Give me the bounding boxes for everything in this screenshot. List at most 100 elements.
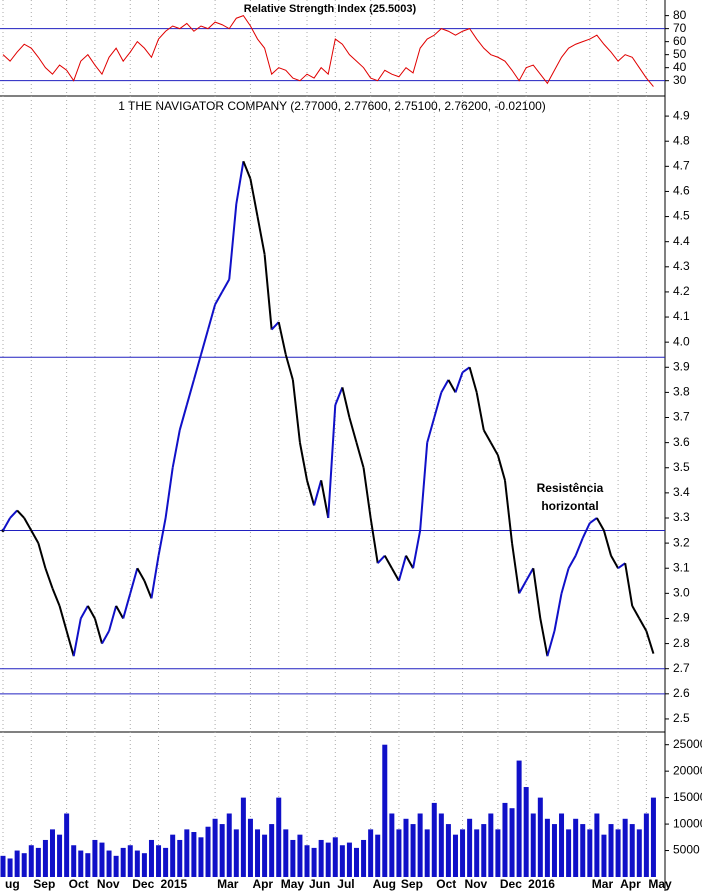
volume-bar (290, 839, 296, 877)
volume-bar (276, 797, 282, 877)
volume-bar (49, 829, 55, 877)
volume-bar (622, 818, 628, 877)
y-tick-label: 3.6 (673, 435, 690, 449)
y-tick-label: 2.7 (673, 661, 690, 675)
price-segment (164, 467, 174, 519)
volume-bar (318, 839, 324, 877)
volume-bar (247, 818, 253, 877)
price-segment (581, 522, 591, 539)
volume-bar (650, 797, 656, 877)
y-tick-label: 3.8 (673, 385, 690, 399)
x-tick-label: Mar (217, 877, 239, 891)
x-tick-label: Oct (69, 877, 89, 891)
volume-bar (148, 839, 154, 877)
volume-bar (361, 839, 367, 877)
price-segment (30, 530, 40, 544)
price-segment (348, 417, 358, 443)
price-segment (539, 618, 549, 657)
price-segment (631, 605, 641, 619)
x-tick-label: Oct (436, 877, 456, 891)
price-segment (433, 392, 443, 418)
price-segment (235, 161, 245, 205)
price-segment (79, 605, 89, 619)
y-tick-label: 3.5 (673, 460, 690, 474)
price-segment (405, 555, 414, 569)
price-segment (617, 562, 626, 570)
price-title: 1 THE NAVIGATOR COMPANY (2.77000, 2.7760… (118, 99, 546, 113)
x-tick-label: Nov (465, 877, 488, 891)
volume-bar (226, 813, 232, 877)
price-segment (496, 454, 506, 481)
volume-bar (21, 853, 27, 877)
price-segment (256, 216, 266, 255)
volume-bar (191, 832, 197, 877)
y-tick-label: 40 (673, 60, 687, 74)
volume-bar (134, 850, 140, 877)
volume-bar (587, 829, 593, 877)
price-segment (610, 555, 619, 569)
volume-bar (566, 829, 572, 877)
price-segment (277, 321, 287, 355)
price-segment (221, 278, 231, 293)
volume-bar (262, 834, 268, 877)
x-tick-label: ug (5, 877, 20, 891)
x-tick-label: Jul (337, 877, 354, 891)
volume-bar (481, 824, 487, 877)
price-segment (369, 517, 379, 564)
price-segment (306, 480, 316, 506)
price-segment (589, 517, 598, 524)
price-segment (624, 563, 634, 607)
x-tick-label: Sep (33, 877, 55, 891)
price-segment (185, 379, 195, 406)
volume-bar (594, 813, 600, 877)
price-segment (376, 554, 386, 564)
volume-bar (368, 829, 374, 877)
annotation: horizontal (541, 499, 598, 513)
x-tick-label: May (281, 877, 305, 891)
volume-bar (233, 829, 239, 877)
price-segment (157, 517, 167, 556)
price-segment (129, 567, 139, 594)
y-tick-label: 3.2 (673, 535, 690, 549)
volume-bar (127, 845, 133, 877)
price-segment (313, 480, 323, 506)
price-segment (178, 404, 188, 431)
x-tick-label: May (648, 877, 672, 891)
x-tick-label: Apr (252, 877, 273, 891)
price-segment (122, 593, 132, 619)
volume-bar (71, 845, 77, 877)
price-segment (143, 580, 153, 599)
y-tick-label: 20000 (673, 763, 702, 777)
volume-bar (530, 813, 536, 877)
y-tick-label: 2.8 (673, 636, 690, 650)
volume-bar (255, 829, 261, 877)
price-segment (115, 605, 125, 619)
volume-bar (488, 813, 494, 877)
price-segment (108, 605, 118, 632)
volume-bar (99, 842, 105, 877)
volume-bar (311, 847, 317, 877)
price-segment (560, 567, 570, 594)
volume-bar (523, 787, 529, 877)
volume-bar (0, 855, 6, 877)
volume-bar (7, 858, 13, 877)
y-tick-label: 3.1 (673, 560, 690, 574)
y-tick-label: 4.9 (673, 108, 690, 122)
rsi-line (2, 15, 654, 87)
price-segment (362, 467, 372, 519)
volume-bar (170, 834, 176, 877)
volume-bar (636, 829, 642, 877)
volume-bar (297, 834, 303, 877)
volume-bar (42, 839, 48, 877)
volume-bar (219, 824, 225, 877)
y-tick-label: 10000 (673, 816, 702, 830)
y-tick-label: 4.7 (673, 158, 690, 172)
y-tick-label: 4.0 (673, 334, 690, 348)
price-segment (532, 568, 542, 619)
y-tick-label: 4.2 (673, 284, 690, 298)
volume-bar (537, 797, 543, 877)
y-tick-label: 50 (673, 47, 687, 61)
price-segment (214, 291, 224, 305)
volume-bar (417, 813, 423, 877)
